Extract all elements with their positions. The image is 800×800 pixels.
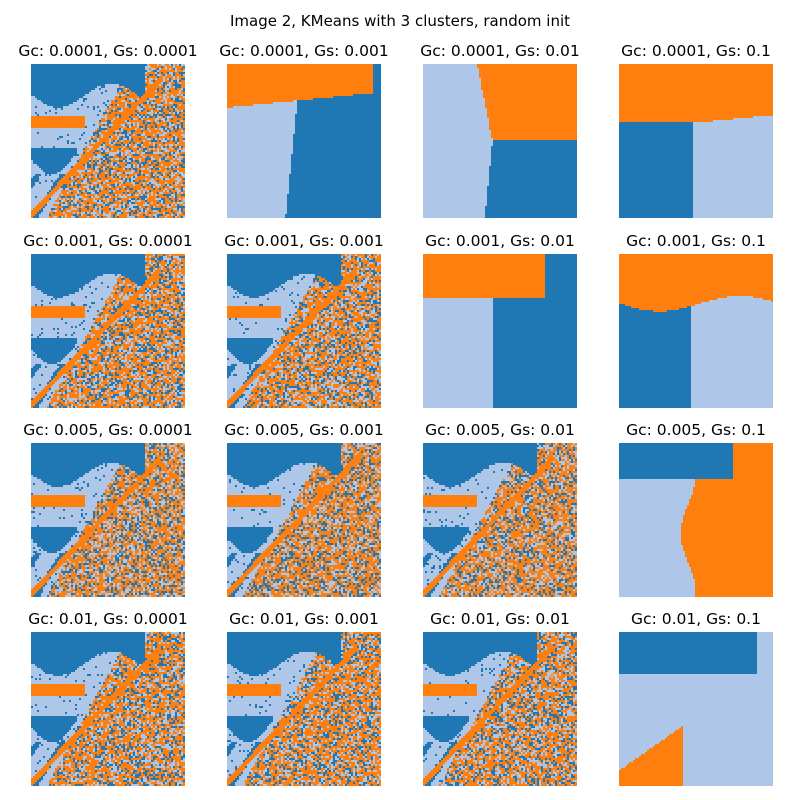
segmentation-panel: Gc: 0.001, Gs: 0.1: [596, 232, 796, 422]
panel-title: Gc: 0.001, Gs: 0.1: [626, 232, 766, 250]
panel-title: Gc: 0.01, Gs: 0.1: [631, 610, 761, 628]
segmentation-image: [31, 632, 185, 786]
segmentation-image: [423, 254, 577, 408]
segmentation-panel: Gc: 0.01, Gs: 0.1: [596, 610, 796, 800]
segmentation-panel: Gc: 0.001, Gs: 0.0001: [8, 232, 208, 422]
segmentation-panel: Gc: 0.005, Gs: 0.01: [400, 421, 600, 611]
panel-title: Gc: 0.001, Gs: 0.001: [224, 232, 384, 250]
segmentation-image: [423, 64, 577, 218]
segmentation-image: [31, 254, 185, 408]
segmentation-panel: Gc: 0.0001, Gs: 0.0001: [8, 42, 208, 232]
panel-title: Gc: 0.0001, Gs: 0.1: [621, 42, 771, 60]
panel-title: Gc: 0.0001, Gs: 0.0001: [18, 42, 198, 60]
segmentation-image: [423, 632, 577, 786]
segmentation-image: [619, 632, 773, 786]
segmentation-image: [227, 64, 381, 218]
segmentation-image: [227, 443, 381, 597]
segmentation-panel: Gc: 0.001, Gs: 0.01: [400, 232, 600, 422]
segmentation-panel: Gc: 0.001, Gs: 0.001: [204, 232, 404, 422]
segmentation-image: [227, 632, 381, 786]
panel-title: Gc: 0.01, Gs: 0.0001: [28, 610, 188, 628]
segmentation-panel: Gc: 0.005, Gs: 0.001: [204, 421, 404, 611]
panel-title: Gc: 0.01, Gs: 0.01: [430, 610, 570, 628]
segmentation-panel: Gc: 0.005, Gs: 0.1: [596, 421, 796, 611]
segmentation-panel: Gc: 0.0001, Gs: 0.1: [596, 42, 796, 232]
panel-title: Gc: 0.001, Gs: 0.0001: [23, 232, 193, 250]
panel-title: Gc: 0.005, Gs: 0.1: [626, 421, 766, 439]
segmentation-panel: Gc: 0.01, Gs: 0.001: [204, 610, 404, 800]
segmentation-panel: Gc: 0.01, Gs: 0.0001: [8, 610, 208, 800]
figure-title: Image 2, KMeans with 3 clusters, random …: [229, 12, 571, 30]
segmentation-panel: Gc: 0.01, Gs: 0.01: [400, 610, 600, 800]
segmentation-panel: Gc: 0.0001, Gs: 0.001: [204, 42, 404, 232]
segmentation-image: [619, 64, 773, 218]
segmentation-image: [227, 254, 381, 408]
panel-title: Gc: 0.005, Gs: 0.0001: [23, 421, 193, 439]
segmentation-image: [31, 443, 185, 597]
segmentation-panel: Gc: 0.005, Gs: 0.0001: [8, 421, 208, 611]
panel-title: Gc: 0.005, Gs: 0.001: [224, 421, 384, 439]
panel-title: Gc: 0.0001, Gs: 0.001: [219, 42, 389, 60]
panel-title: Gc: 0.005, Gs: 0.01: [425, 421, 575, 439]
segmentation-image: [619, 254, 773, 408]
segmentation-image: [619, 443, 773, 597]
segmentation-image: [423, 443, 577, 597]
segmentation-image: [31, 64, 185, 218]
panel-title: Gc: 0.0001, Gs: 0.01: [420, 42, 580, 60]
panel-title: Gc: 0.001, Gs: 0.01: [425, 232, 575, 250]
segmentation-panel: Gc: 0.0001, Gs: 0.01: [400, 42, 600, 232]
panel-title: Gc: 0.01, Gs: 0.001: [229, 610, 379, 628]
